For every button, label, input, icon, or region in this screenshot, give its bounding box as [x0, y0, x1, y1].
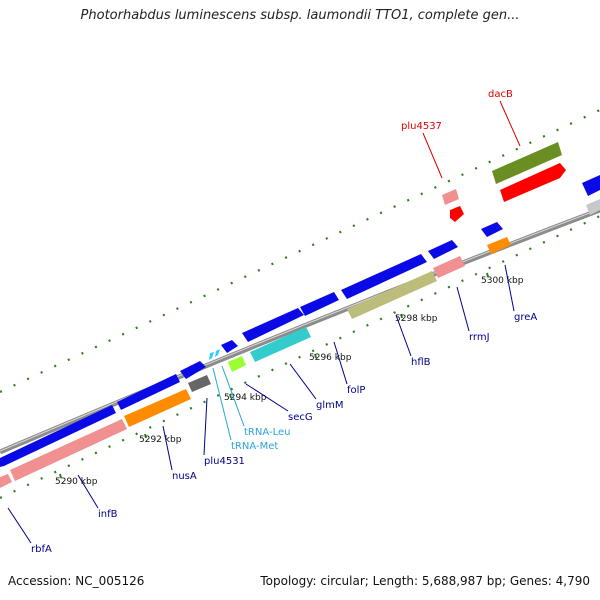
map-title: Photorhabdus luminescens subsp. laumondi…: [80, 8, 520, 23]
gene-label[interactable]: rbfA: [31, 544, 52, 555]
gene-label[interactable]: infB: [98, 509, 118, 520]
gene-label[interactable]: tRNA-Leu: [244, 427, 290, 438]
gene-edge-grey[interactable]: [586, 199, 600, 215]
label-leader-line: [212, 367, 232, 441]
label-leader-line: [499, 100, 521, 147]
label-leader-line: [289, 363, 317, 400]
gene-glmM[interactable]: [250, 327, 311, 362]
label-leader-line: [203, 397, 208, 456]
gene-dacB-cds[interactable]: [500, 163, 566, 202]
trna-leu[interactable]: [215, 349, 220, 357]
cds-nusA[interactable]: [117, 374, 180, 410]
gene-label[interactable]: glmM: [316, 400, 344, 411]
scale-label: 5290 kbp: [55, 477, 98, 487]
scale-label: 5300 kbp: [481, 276, 524, 286]
gene-label[interactable]: plu4531: [204, 456, 245, 467]
gene-greA[interactable]: [487, 237, 511, 254]
label-leader-line: [504, 264, 515, 312]
gene-dacB-bar[interactable]: [492, 142, 562, 184]
gene-label[interactable]: folP: [347, 385, 365, 396]
label-leader-line: [422, 132, 443, 179]
gene-label[interactable]: tRNA-Met: [231, 441, 278, 452]
cds-plu4531[interactable]: [180, 361, 206, 379]
gene-label[interactable]: nusA: [172, 471, 197, 482]
scale-label: 5298 kbp: [395, 314, 438, 324]
scale-label: 5296 kbp: [309, 353, 352, 363]
label-leader-line: [162, 425, 173, 471]
cds-glmM[interactable]: [242, 308, 304, 342]
cds-rrmJ[interactable]: [428, 240, 458, 259]
gene-label[interactable]: plu4537: [401, 121, 442, 132]
gene-label[interactable]: hflB: [411, 357, 431, 368]
gene-label[interactable]: dacB: [488, 89, 513, 100]
gene-plu4537-bar[interactable]: [442, 189, 459, 205]
gene-labels: rbfAinfBnusAplu4531tRNA-MettRNA-LeusecGg…: [7, 89, 537, 555]
gene-rrmJ[interactable]: [433, 256, 465, 278]
label-leader-line: [221, 365, 245, 427]
gene-secG[interactable]: [228, 356, 246, 372]
tick-rails: [0, 109, 600, 499]
gene-rbfA[interactable]: [0, 474, 12, 488]
accession-label: Accession: NC_005126: [8, 574, 145, 588]
gene-nusA[interactable]: [124, 389, 191, 427]
label-leader-line: [395, 314, 412, 357]
gene-plu4531[interactable]: [188, 375, 211, 392]
label-leader-line: [333, 341, 348, 385]
cds-edge-right[interactable]: [582, 175, 600, 196]
label-leader-line: [245, 383, 289, 412]
cds-secG[interactable]: [221, 340, 238, 353]
label-leader-line: [77, 474, 99, 509]
genome-summary: Topology: circular; Length: 5,688,987 bp…: [260, 574, 590, 588]
gene-label[interactable]: secG: [288, 412, 313, 423]
trna-met[interactable]: [209, 352, 214, 360]
gene-label[interactable]: rrmJ: [469, 332, 490, 343]
scale-labels: 5290 kbp 5292 kbp 5294 kbp 5296 kbp 5298 kbp…: [55, 276, 524, 487]
scale-label: 5294 kbp: [224, 393, 267, 403]
cds-folP[interactable]: [300, 292, 339, 316]
gene-label[interactable]: greA: [514, 312, 537, 323]
backbone: [0, 207, 600, 455]
scale-label: 5292 kbp: [139, 435, 182, 445]
forward-gene-track: [0, 237, 511, 488]
cds-hflB[interactable]: [341, 254, 427, 299]
major-ticks: [59, 272, 489, 479]
gene-hflB[interactable]: [347, 271, 437, 319]
cds-infB[interactable]: [0, 405, 116, 468]
forward-cds-track: [0, 175, 600, 468]
gene-infB[interactable]: [10, 419, 127, 481]
label-leader-line: [456, 286, 470, 332]
label-leader-line: [7, 507, 32, 544]
gene-plu4537-cds[interactable]: [450, 206, 464, 222]
cds-greA[interactable]: [481, 222, 503, 237]
highlighted-genes: [442, 142, 600, 222]
